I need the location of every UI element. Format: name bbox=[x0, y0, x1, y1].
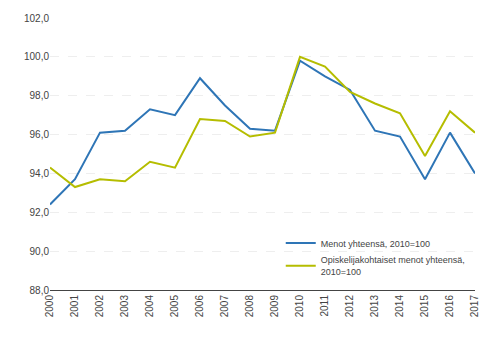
svg-text:102,0: 102,0 bbox=[24, 13, 49, 24]
svg-text:2017: 2017 bbox=[469, 295, 480, 318]
svg-text:2007: 2007 bbox=[219, 295, 230, 318]
svg-text:96,0: 96,0 bbox=[30, 129, 50, 140]
svg-text:2002: 2002 bbox=[94, 295, 105, 318]
svg-text:100,0: 100,0 bbox=[24, 51, 49, 62]
svg-text:2016: 2016 bbox=[444, 295, 455, 318]
svg-text:2006: 2006 bbox=[194, 295, 205, 318]
svg-text:90,0: 90,0 bbox=[30, 246, 50, 257]
svg-text:Menot yhteensä, 2010=100: Menot yhteensä, 2010=100 bbox=[321, 239, 430, 249]
svg-text:2000: 2000 bbox=[44, 295, 55, 318]
svg-text:2008: 2008 bbox=[244, 295, 255, 318]
svg-text:2004: 2004 bbox=[144, 295, 155, 318]
svg-text:2011: 2011 bbox=[319, 295, 330, 317]
svg-text:2012: 2012 bbox=[344, 295, 355, 318]
svg-text:88,0: 88,0 bbox=[30, 285, 50, 296]
svg-text:2001: 2001 bbox=[69, 295, 80, 318]
svg-text:2003: 2003 bbox=[119, 295, 130, 318]
svg-text:2009: 2009 bbox=[269, 295, 280, 318]
svg-text:2010: 2010 bbox=[294, 295, 305, 318]
svg-text:94,0: 94,0 bbox=[30, 168, 50, 179]
svg-text:Opiskelijakohtaiset menot yhte: Opiskelijakohtaiset menot yhteensä,2010=… bbox=[321, 255, 465, 277]
svg-text:98,0: 98,0 bbox=[30, 90, 50, 101]
svg-text:2005: 2005 bbox=[169, 295, 180, 318]
svg-text:92,0: 92,0 bbox=[30, 207, 50, 218]
svg-text:2013: 2013 bbox=[369, 295, 380, 318]
svg-text:2015: 2015 bbox=[419, 295, 430, 318]
svg-text:2014: 2014 bbox=[394, 295, 405, 318]
